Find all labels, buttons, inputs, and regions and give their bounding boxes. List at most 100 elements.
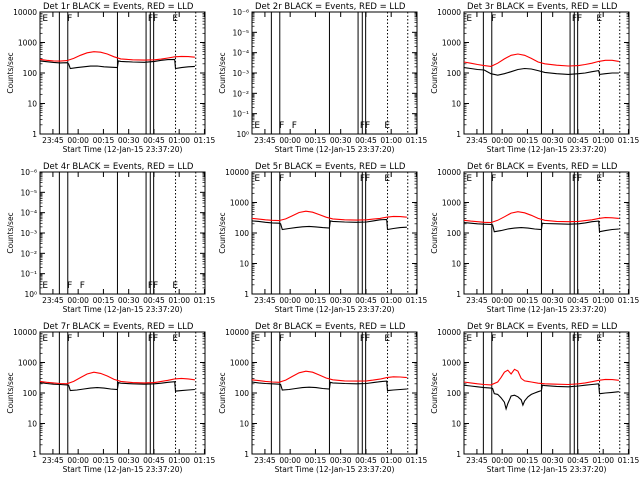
x-tick-label: 00:00 xyxy=(279,136,301,145)
flag-label: E xyxy=(254,334,260,344)
x-tick-label: 00:45 xyxy=(567,296,589,305)
panel-9: Det 9r BLACK = Events, RED = LLD 1 10 100 10… xyxy=(430,322,639,474)
y-tick-label: 10⁻⁴ xyxy=(232,49,249,58)
flag-label: E xyxy=(466,174,472,184)
x-tick-label: 00:00 xyxy=(67,296,89,305)
panel-8: Det 8r BLACK = Events, RED = LLD 1 10 100 10… xyxy=(218,322,427,474)
x-tick-label: 01:00 xyxy=(592,136,614,145)
x-tick-label: 01:15 xyxy=(406,296,428,305)
x-tick-label: 00:45 xyxy=(355,296,377,305)
x-tick-label: 00:45 xyxy=(355,456,377,465)
x-tick-label: 00:15 xyxy=(517,136,539,145)
x-tick-label: 00:30 xyxy=(542,296,564,305)
panel-1: Det 1r BLACK = Events, RED = LLD 1 10 100 10… xyxy=(6,2,215,154)
y-tick-label: 10000 xyxy=(437,8,461,17)
y-tick-label: 10⁻² xyxy=(20,249,37,258)
flag-label: F xyxy=(279,174,284,184)
x-axis-title: Start Time (12-Jan-15 23:37:20) xyxy=(275,145,395,154)
x-tick-label: 01:15 xyxy=(618,456,640,465)
x-tick-label: 00:15 xyxy=(517,456,539,465)
y-tick-label: 10⁻⁵ xyxy=(20,188,37,197)
y-tick-label: 1000 xyxy=(18,359,37,368)
flag-label: F xyxy=(67,281,72,291)
y-tick-label: 1 xyxy=(456,450,461,459)
x-tick-label: 00:00 xyxy=(491,456,513,465)
x-tick-label: 23:45 xyxy=(466,296,488,305)
flag-label: F xyxy=(491,334,496,344)
y-tick-label: 10⁻¹ xyxy=(20,270,37,279)
x-tick-label: 01:00 xyxy=(168,296,190,305)
y-tick-label: 10 xyxy=(27,100,37,109)
flag-label: F xyxy=(577,334,582,344)
flag-label: E xyxy=(172,281,178,291)
panel-title: Det 8r BLACK = Events, RED = LLD xyxy=(255,322,406,332)
x-axis-title: Start Time (12-Jan-15 23:37:20) xyxy=(63,465,183,474)
flag-label: E xyxy=(596,334,602,344)
y-tick-label: 10 xyxy=(451,100,461,109)
x-axis-title: Start Time (12-Jan-15 23:37:20) xyxy=(63,145,183,154)
x-tick-label: 00:00 xyxy=(279,296,301,305)
x-tick-label: 01:15 xyxy=(406,136,428,145)
y-tick-label: 10⁻¹ xyxy=(232,110,249,119)
x-tick-label: 01:15 xyxy=(406,456,428,465)
series-line xyxy=(463,220,619,233)
y-tick-label: 10⁻⁶ xyxy=(232,8,249,17)
y-tick-label: 1 xyxy=(32,450,37,459)
flag-label: F xyxy=(153,281,158,291)
series-line xyxy=(39,371,195,385)
x-tick-label: 01:00 xyxy=(592,456,614,465)
y-tick-label: 100 xyxy=(447,229,462,238)
flag-label: E xyxy=(172,14,178,24)
flag-label: F xyxy=(148,281,153,291)
x-tick-label: 00:15 xyxy=(517,296,539,305)
y-tick-label: 10 xyxy=(451,260,461,269)
y-tick-label: 1 xyxy=(456,130,461,139)
plot-frame xyxy=(251,11,418,135)
flag-label: F xyxy=(577,14,582,24)
flag-label: F xyxy=(148,14,153,24)
x-tick-label: 01:15 xyxy=(618,296,640,305)
y-tick-label: 100 xyxy=(447,389,462,398)
y-tick-label: 100 xyxy=(23,389,38,398)
flag-label: F xyxy=(572,14,577,24)
x-tick-label: 00:45 xyxy=(567,456,589,465)
panel-title: Det 9r BLACK = Events, RED = LLD xyxy=(467,322,618,332)
flag-label: F xyxy=(491,174,496,184)
y-tick-label: 10 xyxy=(239,420,249,429)
x-tick-label: 23:45 xyxy=(254,136,276,145)
panel-7: Det 7r BLACK = Events, RED = LLD 1 10 100 10… xyxy=(6,322,215,474)
y-tick-label: 10⁻⁵ xyxy=(232,28,249,37)
y-tick-label: 100 xyxy=(235,229,250,238)
panel-title: Det 4r BLACK = Events, RED = LLD xyxy=(43,162,194,172)
x-tick-label: 01:00 xyxy=(380,456,402,465)
y-tick-label: 10000 xyxy=(437,328,461,337)
y-tick-label: 10 xyxy=(239,260,249,269)
flag-label: F xyxy=(360,334,365,344)
y-axis-title: Counts/sec xyxy=(430,372,439,413)
x-tick-label: 01:00 xyxy=(168,456,190,465)
flag-label: F xyxy=(279,121,284,131)
series-line xyxy=(39,381,195,392)
x-axis-title: Start Time (12-Jan-15 23:37:20) xyxy=(63,305,183,314)
panel-title: Det 5r BLACK = Events, RED = LLD xyxy=(255,162,406,172)
series-line xyxy=(251,210,407,222)
plot-frame xyxy=(39,331,206,455)
y-axis-title: Counts/sec xyxy=(218,212,227,253)
x-axis-title: Start Time (12-Jan-15 23:37:20) xyxy=(487,465,607,474)
y-tick-label: 10000 xyxy=(225,328,249,337)
flag-label: E xyxy=(466,334,472,344)
panel-title: Det 6r BLACK = Events, RED = LLD xyxy=(467,162,618,172)
series-line xyxy=(251,218,407,231)
flag-label: F xyxy=(279,334,284,344)
x-tick-label: 01:15 xyxy=(618,136,640,145)
flag-label: F xyxy=(360,174,365,184)
flag-label: F xyxy=(572,334,577,344)
y-tick-label: 10⁻² xyxy=(232,89,249,98)
x-tick-label: 00:15 xyxy=(305,136,327,145)
y-axis-title: Counts/sec xyxy=(6,372,15,413)
flag-label: F xyxy=(153,14,158,24)
y-tick-label: 1000 xyxy=(442,39,461,48)
x-tick-label: 00:00 xyxy=(491,296,513,305)
x-tick-label: 00:00 xyxy=(67,136,89,145)
x-tick-label: 00:45 xyxy=(143,456,165,465)
